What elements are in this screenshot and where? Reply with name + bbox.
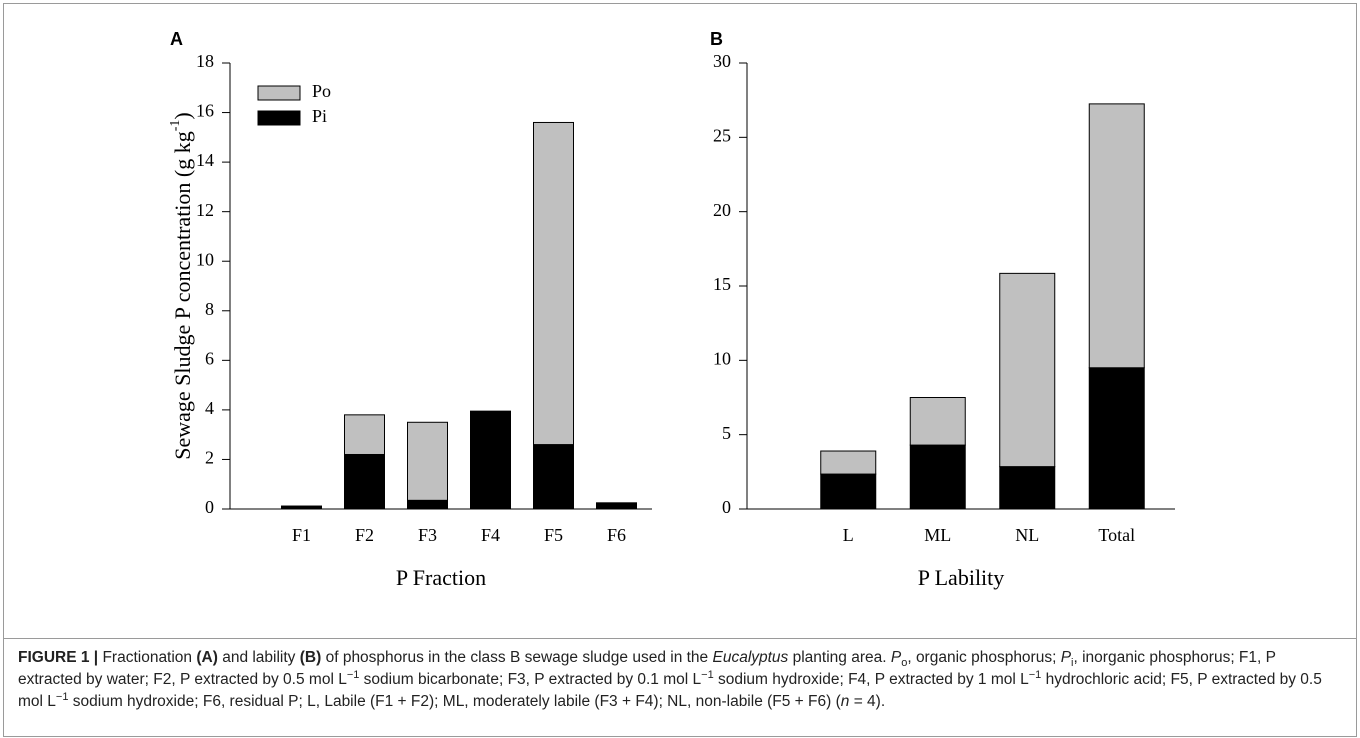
y-tick-label: 2 [205,448,214,468]
caption-text: = 4). [849,693,886,710]
bar-segment [909,444,966,510]
caption-text: and lability [217,649,300,666]
bar-segment [344,414,385,455]
bar-segment [999,466,1056,510]
y-tick-label: 14 [196,150,214,170]
bar-segment [1088,367,1145,510]
bar-segment [1088,103,1145,369]
figure-frame [3,3,1357,737]
caption-text: (A) [196,649,218,666]
caption-text: sodium hydroxide; F4, P extracted by 1 m… [713,671,1029,688]
bar-segment [407,499,448,510]
y-tick-label: 18 [196,51,214,71]
x-axis-label: P Lability [918,565,1005,590]
x-tick-label: L [843,525,854,545]
caption-text: −1 [346,668,360,681]
legend-label: Po [312,81,331,101]
bar-segment [820,450,877,475]
separator [4,638,1356,639]
caption-text: Eucalyptus [712,649,789,666]
x-tick-label: Total [1098,525,1135,545]
y-tick-label: 6 [205,348,214,368]
legend-swatch [257,110,301,126]
caption-text: −1 [701,668,714,681]
figure: 0 2 4 6 8 10 12 14 16 18 F1 F2 F3 F4 F5 F6 A P Fraction Se… [168,29,1175,590]
y-tick-label: 30 [713,51,731,71]
bar-segment [470,410,511,510]
legend-swatch [257,85,301,101]
x-tick-label: F1 [292,525,311,545]
panel-label: A [170,29,183,49]
caption-text: of phosphorus in the class B sewage slud… [321,649,713,666]
y-tick-label: 25 [713,125,731,145]
x-tick-label: F4 [481,525,500,545]
panel-label: B [710,29,723,49]
y-tick-label: 10 [713,348,731,368]
caption-text: (B) [299,649,322,666]
y-tick-label: 15 [713,274,731,294]
caption-text: P [1060,649,1072,666]
y-tick-label: 12 [196,200,214,220]
caption-text: , organic phosphorus; [907,649,1061,666]
caption-text: −1 [55,690,69,703]
caption-text: hydrochloric acid; F5, P extracted by 0.… [18,671,1322,710]
bar-segment [533,444,574,510]
y-axis-label: Sewage Sludge P concentration (g kg-1) [168,112,195,460]
y-axis-label-part: ) [170,112,195,119]
y-axis-label-part: -1 [168,120,183,132]
y-tick-label: 16 [196,101,214,121]
caption-text: n [840,693,850,710]
x-tick-label: ML [924,525,951,545]
y-tick-label: 0 [205,497,214,517]
y-tick-label: 8 [205,299,214,319]
x-tick-label: F2 [355,525,374,545]
caption-text: −1 [1028,668,1042,681]
caption-text: sodium hydroxide; F6, residual P; L, Lab… [68,693,841,710]
caption-text: planting area. [788,649,891,666]
y-tick-label: 0 [722,497,731,517]
bar-segment [909,397,966,446]
x-axis-label: P Fraction [396,565,486,590]
y-axis-label-part: Sewage Sludge P concentration (g kg [170,131,195,460]
caption-text: sodium bicarbonate; F3, P extracted by 0… [359,671,702,688]
caption-text: Fractionation [98,649,197,666]
caption-text: i [1071,657,1074,670]
caption: FIGURE 1 | Fractionation (A) and labilit… [18,647,1343,713]
y-tick-label: 20 [713,200,731,220]
bar-segment [820,473,877,510]
bar-segment [344,453,385,510]
caption-text: o [901,657,908,670]
caption-text: , inorganic phosphorus; F1, P extracted … [18,649,1276,688]
bar-segment [596,502,637,510]
y-tick-label: 5 [722,423,731,443]
x-tick-label: F3 [418,525,437,545]
x-tick-label: NL [1015,525,1039,545]
legend-label: Pi [312,106,327,126]
bar-segment [999,272,1056,468]
x-tick-label: F5 [544,525,563,545]
caption-text: P [890,649,902,666]
bar-segment [281,505,322,510]
y-tick-label: 10 [196,249,214,269]
bar-segment [533,121,574,446]
bar-segment [407,421,448,501]
caption-text: FIGURE 1 | [18,649,99,666]
x-tick-label: F6 [607,525,626,545]
y-tick-label: 4 [205,398,214,418]
